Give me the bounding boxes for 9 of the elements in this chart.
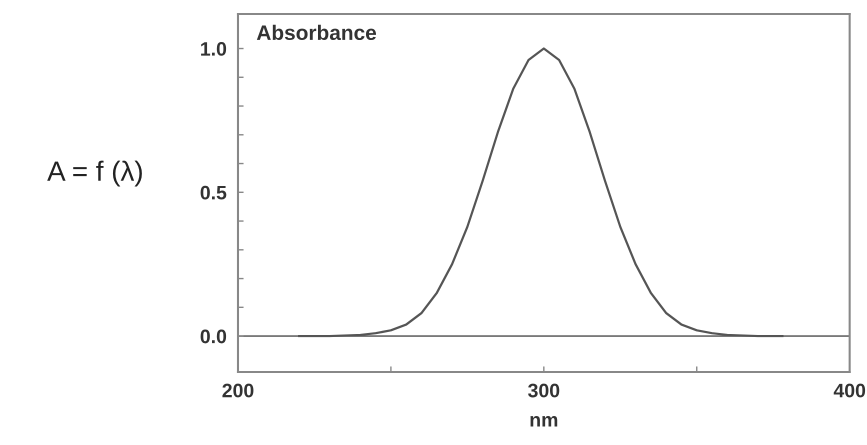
annotation: Absorbance bbox=[256, 24, 376, 40]
x-tick-label: 400 bbox=[834, 384, 866, 398]
y-tick-label: 0.5 bbox=[200, 186, 226, 200]
x-tick-label: 300 bbox=[528, 384, 560, 398]
y-tick-label: 1.0 bbox=[201, 42, 226, 56]
y-tick-label: 0.0 bbox=[200, 330, 226, 344]
text: A = f (λ) bbox=[47, 160, 142, 186]
x-tick-label: 200 bbox=[222, 384, 254, 398]
x-axis-title: nm bbox=[530, 416, 558, 426]
